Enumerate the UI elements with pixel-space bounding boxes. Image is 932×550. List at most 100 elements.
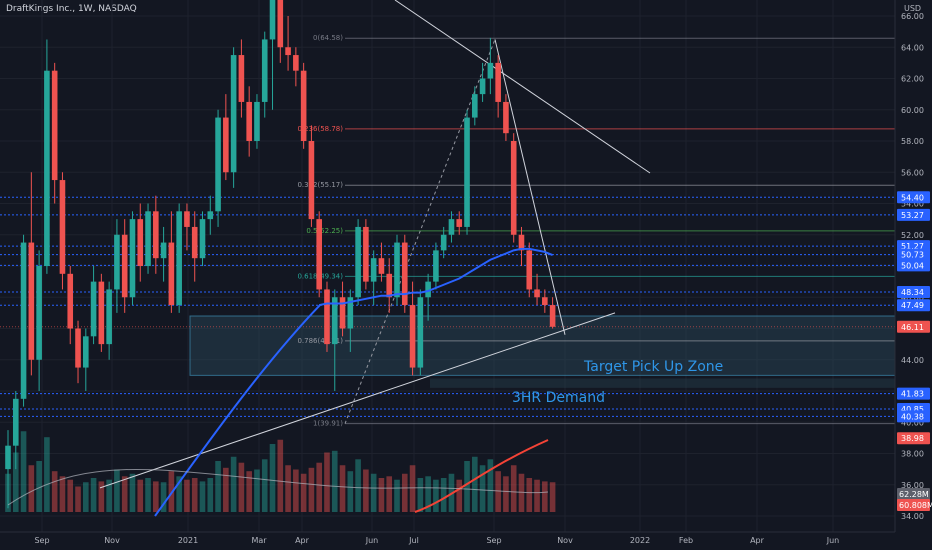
candle-body: [448, 219, 455, 235]
candle-body: [90, 281, 97, 337]
volume-bar: [223, 467, 229, 512]
x-tick-label: Sep: [486, 536, 501, 545]
x-tick-label: Apr: [295, 536, 310, 545]
candle-body: [12, 398, 19, 446]
gridlines: [0, 0, 895, 532]
volume-bar: [121, 476, 128, 512]
candle-body: [176, 211, 182, 306]
volume-bar: [176, 476, 182, 512]
volume-bar: [300, 473, 307, 512]
volume-bar: [129, 473, 136, 512]
support-trendline: [99, 312, 616, 489]
resistance-trendline: [394, 0, 651, 174]
candle-body: [269, 0, 276, 40]
candle-body: [293, 55, 299, 71]
y-tick-label: 62.00: [901, 75, 924, 84]
volume-bar: [409, 465, 416, 512]
ma-line: [319, 247, 553, 307]
fib-label: 0.5(52.25): [306, 227, 343, 235]
candle-body: [363, 226, 369, 282]
y-tick-label: 58.00: [901, 137, 924, 146]
candle-body: [106, 289, 112, 345]
x-tick-label: Nov: [104, 536, 120, 545]
price-tag-label: 40.38: [901, 412, 924, 421]
price-tag-label: 48.34: [901, 288, 924, 297]
candle-body: [479, 78, 486, 95]
price-tag-label: 40.85: [901, 405, 924, 414]
volume-bar: [487, 459, 494, 512]
volume-bar: [261, 459, 268, 512]
volume-tag-label: 62.28M: [899, 490, 929, 499]
volume-bar: [518, 473, 525, 512]
price-tag: [897, 191, 930, 204]
price-tag: [897, 410, 930, 423]
y-tick-label: 36.00: [901, 481, 924, 490]
candle-body: [440, 234, 447, 251]
candle-body: [98, 281, 105, 345]
volume-bar: [549, 482, 556, 512]
y-tick-label: 40.00: [901, 418, 924, 427]
candle-body: [510, 141, 517, 235]
demand-label: 3HR Demand: [512, 390, 605, 406]
y-axis: 66.00 64.00 62.00 60.00 58.00 56.00 54.00 52.00…: [894, 0, 932, 532]
volume-bar: [67, 479, 74, 512]
demand-zones: [189, 315, 896, 388]
volume-bar: [331, 450, 338, 512]
y-tick-label: 44.00: [901, 356, 924, 365]
candle-body: [285, 47, 291, 56]
demand-zone: [430, 378, 895, 388]
candle-body: [5, 445, 11, 470]
target-zone-label: Target Pick Up Zone: [583, 359, 723, 375]
x-axis: Sep Nov 2021 Mar Apr Jun Jul Sep Nov 2022 Feb Apr Ju…: [0, 531, 895, 545]
candle-body: [339, 297, 346, 329]
volume-bar: [145, 478, 151, 512]
x-tick-label: Nov: [557, 536, 573, 545]
candle-body: [121, 234, 128, 298]
moving-average: [7, 247, 553, 517]
candle-body: [370, 258, 377, 282]
candle-body: [394, 242, 400, 298]
volume-ma-line: [414, 439, 549, 513]
candle-body: [495, 62, 501, 102]
candle-body: [44, 70, 50, 266]
candle-body: [386, 273, 393, 298]
volume-bar: [355, 459, 361, 512]
y-tick-label: 54.00: [901, 200, 924, 209]
volume-bar: [293, 469, 299, 512]
candle-body: [160, 242, 167, 259]
x-tick-label: Feb: [679, 536, 693, 545]
candle-body: [456, 219, 463, 227]
candle-body: [67, 273, 74, 329]
candle-body: [308, 141, 315, 220]
candle-body: [472, 94, 478, 118]
volume-bar: [472, 456, 478, 512]
candle-body: [542, 297, 548, 306]
volume-bar: [269, 444, 276, 512]
x-tick-label: 2021: [178, 536, 198, 545]
volume-bar: [12, 452, 19, 512]
volume-bar: [378, 478, 385, 512]
y-tick-label: 52.00: [901, 231, 924, 240]
volume-ma-slow: [7, 468, 549, 506]
price-tag-label: 53.27: [901, 211, 924, 220]
volume-bar: [503, 476, 509, 512]
x-tick-label: Jun: [826, 536, 840, 545]
volume-bar: [394, 479, 400, 512]
volume-bar: [184, 479, 190, 512]
volume-bar: [238, 462, 245, 512]
x-tick-label: Jul: [408, 536, 419, 545]
volume-bar: [160, 482, 167, 512]
volume-bar: [308, 467, 315, 512]
candle-body: [324, 289, 330, 345]
volume-bar: [316, 462, 322, 512]
candle-body: [401, 242, 408, 306]
candle-body: [51, 70, 58, 181]
candle-body: [153, 211, 159, 259]
volume-bar: [417, 478, 424, 512]
volume-bar: [433, 479, 439, 512]
y-tick-label: 60.00: [901, 106, 924, 115]
candle-body: [238, 55, 245, 102]
volume-bar: [75, 486, 81, 512]
price-tag-label: 38.98: [901, 434, 924, 443]
